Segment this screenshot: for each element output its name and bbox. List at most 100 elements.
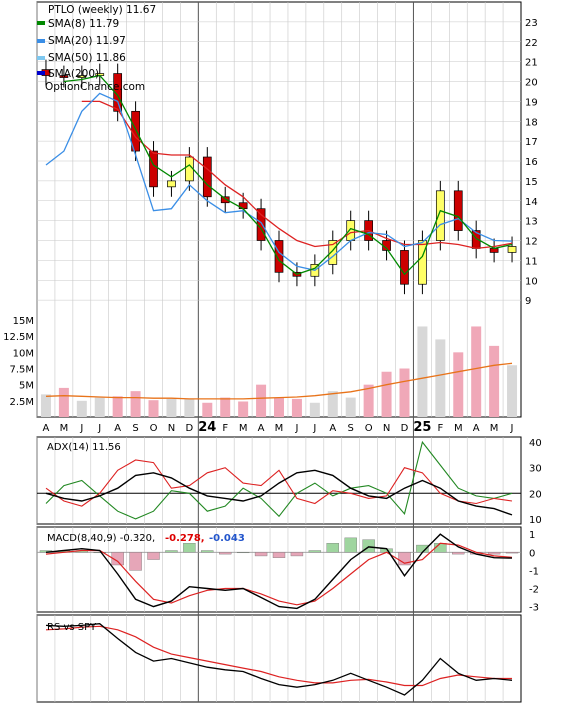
- volume-tick-label: 7.5M: [9, 365, 34, 376]
- volume-bar: [220, 397, 231, 417]
- price-candle-body: [77, 75, 87, 78]
- macd-histogram-bar: [183, 543, 196, 553]
- time-tick-label: F: [437, 423, 443, 434]
- price-tick-label: 11: [525, 256, 538, 267]
- time-tick-label: O: [150, 423, 158, 434]
- adx-minus-di-line: [45, 459, 513, 507]
- time-tick-label: 25: [413, 420, 431, 435]
- adx-tick-label: 10: [529, 515, 542, 526]
- price-tick-label: 18: [525, 117, 538, 128]
- adx-plus-di-line: [45, 440, 513, 520]
- macd-histogram-bar: [129, 552, 142, 571]
- time-tick-label: A: [258, 423, 265, 434]
- price-tick-label: 10: [525, 276, 538, 287]
- time-tick-label: S: [132, 423, 138, 434]
- volume-bar: [435, 339, 446, 417]
- volume-bar: [309, 402, 320, 417]
- volume-tick-label: 15M: [13, 316, 34, 327]
- volume-tick-label: 12.5M: [3, 332, 34, 343]
- macd-tick-label: -3: [529, 603, 539, 614]
- time-tick-label: J: [312, 423, 316, 434]
- volume-bar: [345, 397, 356, 417]
- volume-tick-label: 10M: [13, 348, 34, 359]
- time-tick-label: J: [97, 423, 101, 434]
- price-candle-body: [400, 250, 409, 285]
- macd-histogram-bar: [236, 552, 250, 554]
- volume-bar: [184, 398, 195, 417]
- time-tick-label: S: [348, 423, 354, 434]
- time-tick-label: M: [275, 423, 284, 434]
- volume-bar: [40, 394, 51, 417]
- time-tick-label: D: [401, 423, 409, 434]
- price-candle-body: [274, 240, 284, 273]
- volume-bar: [112, 396, 123, 417]
- price-candle-body: [346, 220, 356, 241]
- macd-tick-label: -2: [529, 584, 539, 595]
- time-tick-label: A: [114, 423, 121, 434]
- price-tick-label: 12: [525, 237, 538, 248]
- volume-bar: [381, 371, 392, 417]
- volume-bar: [238, 401, 249, 417]
- price-candle-body: [59, 75, 69, 78]
- time-tick-label: A: [473, 423, 480, 434]
- volume-bar: [274, 397, 284, 417]
- watermark: OptionChance.com: [45, 81, 145, 93]
- price-candle-body: [418, 240, 427, 285]
- time-tick-label: J: [294, 423, 298, 434]
- macd-histogram-bar: [452, 552, 465, 555]
- volume-bar: [507, 365, 518, 417]
- rs-label: RS vs SPY: [47, 622, 97, 633]
- macd-histogram-bar: [487, 552, 501, 555]
- price-candle-body: [453, 190, 463, 231]
- time-tick-label: A: [43, 423, 50, 434]
- macd-histogram-bar: [254, 552, 268, 557]
- sma200-swatch: [37, 71, 45, 75]
- price-candle-body: [220, 196, 230, 204]
- sma8-line: [63, 74, 513, 276]
- price-candle-body: [113, 73, 123, 112]
- volume-bar: [417, 326, 428, 417]
- macd-histogram-bar: [111, 552, 124, 566]
- macd-tick-label: -1: [529, 566, 539, 577]
- macd-line: [45, 533, 513, 610]
- volume-bar: [130, 391, 141, 417]
- volume-bar: [58, 387, 69, 417]
- price-panel-frame: [36, 1, 522, 418]
- volume-bar: [489, 345, 500, 417]
- time-tick-label: N: [168, 423, 175, 434]
- volume-bar: [256, 384, 267, 417]
- macd-signal-value: -0.278,: [165, 533, 205, 544]
- price-tick-label: 20: [525, 78, 538, 89]
- price-tick-label: 15: [525, 177, 538, 188]
- volume-average-line: [45, 362, 513, 400]
- volume-bar: [471, 326, 482, 417]
- price-tick-label: 17: [525, 137, 538, 148]
- time-tick-label: J: [79, 423, 83, 434]
- macd-hist-value: -0.043: [209, 533, 245, 544]
- volume-bar: [399, 368, 410, 417]
- sma20-line: [45, 92, 513, 272]
- adx-line: [45, 469, 513, 516]
- macd-histogram-bar: [165, 550, 178, 553]
- sma20-label: SMA(20) 11.97: [48, 35, 126, 47]
- price-tick-label: 13: [525, 217, 538, 228]
- macd-histogram-bar: [308, 550, 322, 553]
- time-tick-label: N: [383, 423, 390, 434]
- price-candle-body: [202, 156, 212, 198]
- macd-histogram-bar: [326, 543, 339, 553]
- time-tick-label: M: [490, 423, 499, 434]
- price-tick-label: 16: [525, 157, 538, 168]
- time-tick-label: M: [60, 423, 69, 434]
- macd-label: MACD(8,40,9) -0.320,: [47, 533, 155, 544]
- price-title: PTLO (weekly) 11.67: [48, 4, 156, 16]
- price-tick-label: 9: [525, 296, 531, 307]
- sma50-label: SMA(50) 11.86: [48, 52, 126, 64]
- volume-bar: [202, 402, 213, 417]
- time-tick-label: 24: [198, 420, 216, 435]
- adx-tick-label: 40: [529, 438, 542, 449]
- volume-bar: [291, 398, 302, 417]
- macd-signal-line: [45, 542, 513, 606]
- macd-histogram-bar: [147, 552, 160, 560]
